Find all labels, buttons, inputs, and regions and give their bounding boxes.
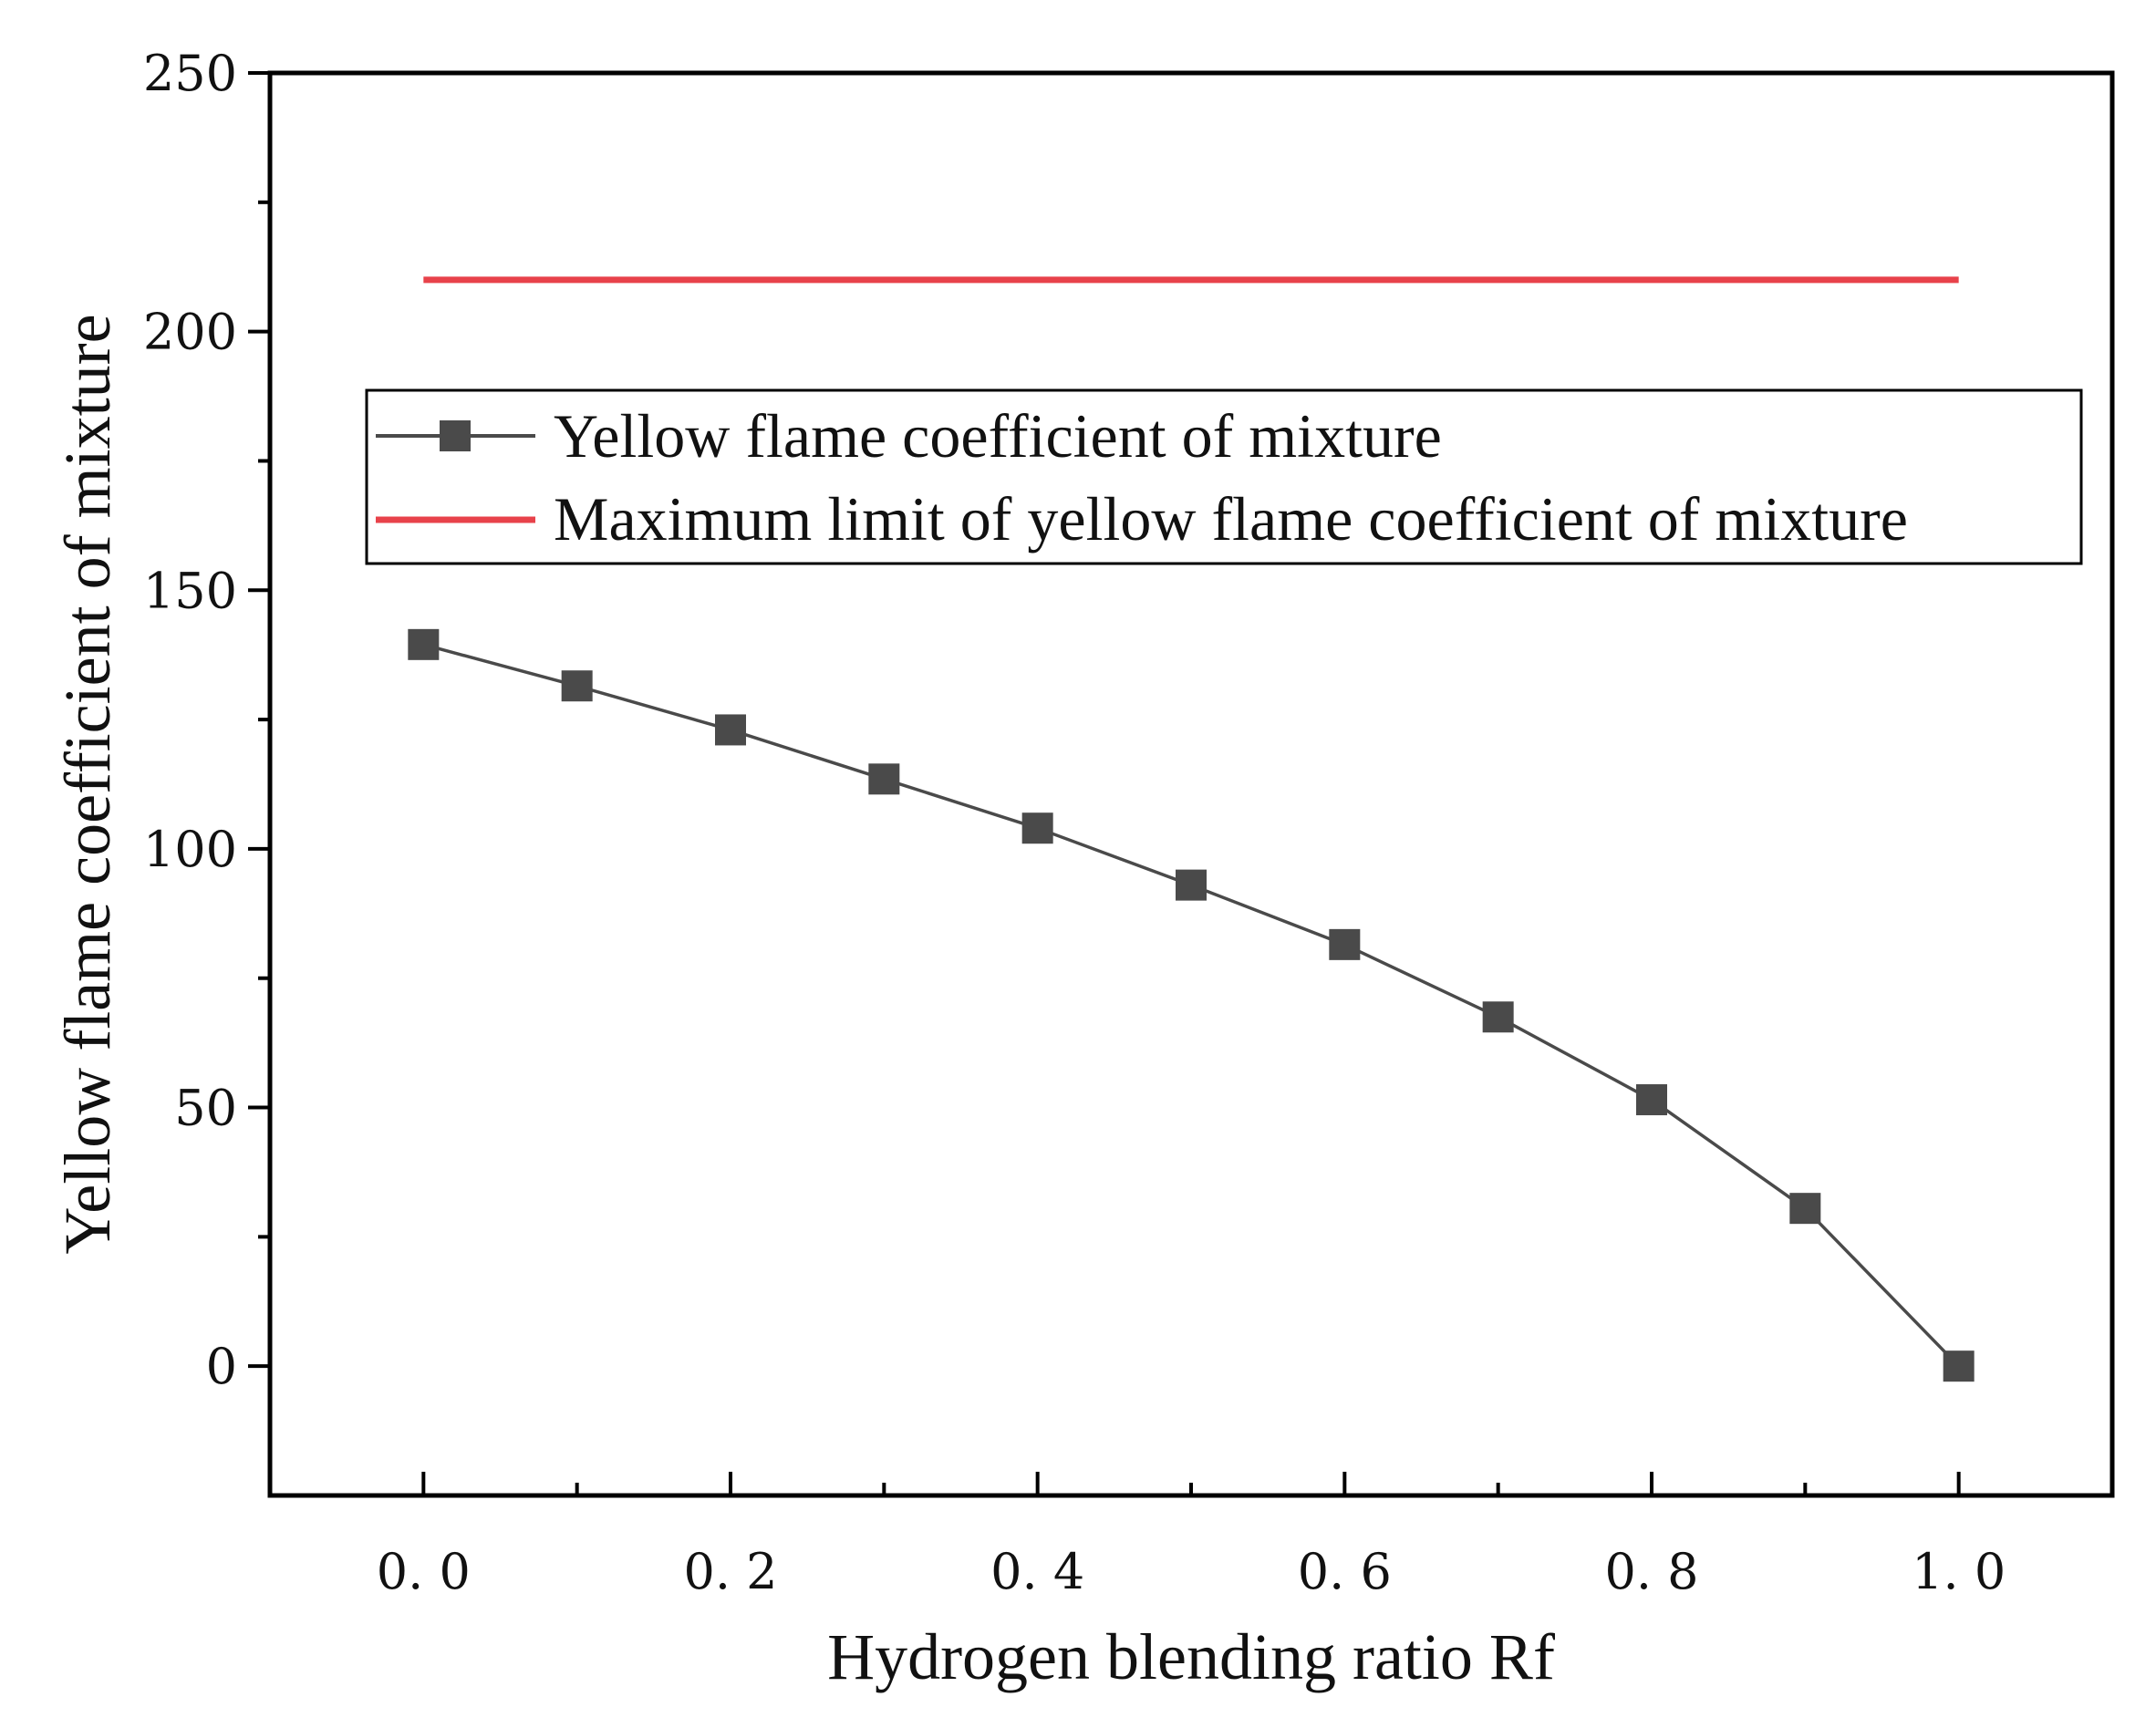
x-tick-label: 0. 8 [1604, 1543, 1698, 1600]
yellow-flame-data-point [561, 670, 593, 702]
y-tick-label: 150 [143, 562, 237, 619]
series-layer [408, 276, 1975, 1382]
yellow-flame-data-point [1329, 928, 1361, 960]
legend-marker-yellow-flame [440, 420, 471, 451]
yellow-flame-data-point [1789, 1193, 1821, 1225]
x-tick-label: 0. 4 [990, 1543, 1084, 1600]
x-tick-label: 0. 0 [377, 1543, 471, 1600]
yellow-flame-data-point [408, 628, 440, 660]
legend-box [365, 388, 2083, 565]
legend-label-yellow-flame: Yellow flame coefficient of mixture [554, 401, 1442, 471]
y-tick-label: 0 [206, 1338, 237, 1395]
y-tick-label: 200 [143, 304, 237, 361]
x-tick-label: 0. 2 [683, 1543, 777, 1600]
x-tick-label: 1. 0 [1912, 1543, 2006, 1600]
x-axis-title: Hydrogen blending ratio Rf [827, 1620, 1555, 1693]
legend: Yellow flame coefficient of mixture Maxi… [365, 388, 2083, 565]
yellow-flame-data-point [1943, 1350, 1975, 1382]
yellow-flame-data-point [1482, 1001, 1514, 1033]
plot-frame [267, 70, 2115, 1498]
yellow-flame-data-point [715, 714, 746, 746]
legend-label-maximum-limit: Maximum limit of yellow flame coefficien… [554, 484, 1908, 554]
x-tick-label: 0. 6 [1298, 1543, 1392, 1600]
y-tick-label: 100 [143, 821, 237, 878]
yellow-flame-data-point [868, 763, 900, 795]
yellow-flame-data-point [1021, 812, 1053, 844]
y-axis-title: Yellow flame coefficient of mixture [51, 314, 124, 1254]
y-tick-label: 50 [174, 1080, 237, 1137]
yellow-flame-data-point [1176, 869, 1207, 901]
y-tick-label: 250 [143, 45, 237, 102]
yellow-flame-data-point [1636, 1084, 1667, 1116]
axis-labels: 0. 0 0. 2 0. 4 0. 6 0. 8 1. 0 0 50 100 150 200 250 [143, 45, 2006, 1600]
